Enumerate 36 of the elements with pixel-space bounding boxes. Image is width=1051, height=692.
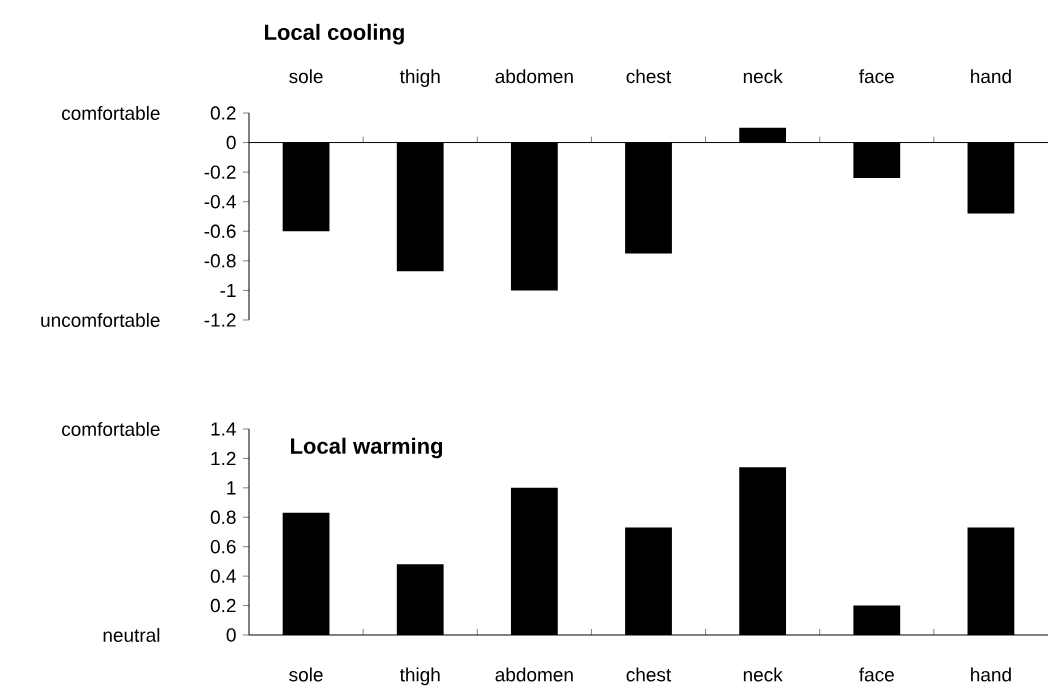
y-tick-label: 0 [226, 136, 236, 150]
x-tick-label: chest [626, 667, 672, 682]
x-tick-label: abdomen [495, 69, 573, 84]
x-tick-label: face [859, 667, 894, 682]
y-tick-label: 0.6 [210, 540, 236, 554]
y-tick-label: 0.8 [210, 510, 236, 525]
x-tick-label: thigh [399, 69, 440, 88]
x-tick-label: abdomen [495, 667, 573, 682]
y-tick-label: 1 [227, 481, 236, 495]
x-tick-label: chest [626, 69, 672, 84]
y-tick-label: -0.6 [204, 224, 236, 239]
y-tick-label: 0 [226, 628, 236, 642]
y-tick-label: -1.2 [204, 313, 236, 327]
y-tick-label: 0.4 [210, 569, 236, 584]
y-tick-label: 0.2 [210, 599, 236, 613]
x-tick-label: neck [743, 667, 783, 682]
x-tick-label: thigh [399, 667, 440, 686]
y-tick-label: 1.2 [211, 452, 236, 466]
text: comfortable [62, 422, 160, 437]
chart-title: Local warming [291, 437, 443, 459]
y-tick-label: -0.2 [204, 165, 236, 180]
y-tick-label: -1 [220, 284, 236, 298]
y-tick-label: 0.2 [210, 106, 236, 120]
x-tick-label: sole [289, 667, 323, 682]
y-tick-label: 1.4 [211, 422, 236, 436]
chart-title: Local cooling [265, 24, 404, 45]
text: comfortable [62, 106, 160, 121]
x-tick-label: hand [971, 667, 1011, 682]
y-tick-label: -0.8 [204, 254, 236, 268]
x-tick-label: neck [743, 69, 783, 84]
text: uncomfortable [41, 313, 160, 328]
x-tick-label: sole [289, 69, 323, 84]
x-tick-label: hand [971, 69, 1011, 84]
y-tick-label: -0.4 [204, 195, 236, 209]
x-tick-label: face [859, 69, 894, 84]
text: neutral [103, 628, 160, 643]
